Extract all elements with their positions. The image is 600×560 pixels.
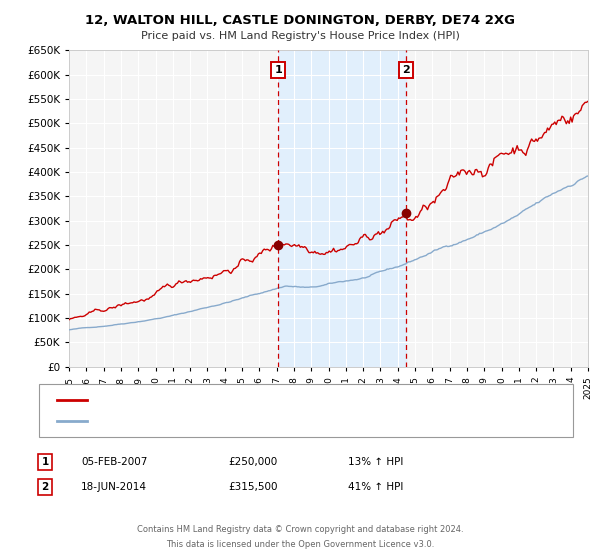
Text: HPI: Average price, detached house, North West Leicestershire: HPI: Average price, detached house, Nort… xyxy=(93,416,400,426)
Text: 12, WALTON HILL, CASTLE DONINGTON, DERBY, DE74 2XG: 12, WALTON HILL, CASTLE DONINGTON, DERBY… xyxy=(85,14,515,27)
Text: £250,000: £250,000 xyxy=(228,457,277,467)
Text: 2: 2 xyxy=(402,65,410,75)
Text: Price paid vs. HM Land Registry's House Price Index (HPI): Price paid vs. HM Land Registry's House … xyxy=(140,31,460,41)
Text: 41% ↑ HPI: 41% ↑ HPI xyxy=(348,482,403,492)
Text: 1: 1 xyxy=(274,65,282,75)
Bar xyxy=(278,50,406,367)
Text: 12, WALTON HILL, CASTLE DONINGTON, DERBY, DE74 2XG (detached house): 12, WALTON HILL, CASTLE DONINGTON, DERBY… xyxy=(93,395,468,405)
Text: 2: 2 xyxy=(41,482,49,492)
Text: £315,500: £315,500 xyxy=(228,482,277,492)
Text: 18-JUN-2014: 18-JUN-2014 xyxy=(81,482,147,492)
Text: This data is licensed under the Open Government Licence v3.0.: This data is licensed under the Open Gov… xyxy=(166,540,434,549)
Text: 05-FEB-2007: 05-FEB-2007 xyxy=(81,457,148,467)
Text: 13% ↑ HPI: 13% ↑ HPI xyxy=(348,457,403,467)
Text: 1: 1 xyxy=(41,457,49,467)
Text: Contains HM Land Registry data © Crown copyright and database right 2024.: Contains HM Land Registry data © Crown c… xyxy=(137,525,463,534)
